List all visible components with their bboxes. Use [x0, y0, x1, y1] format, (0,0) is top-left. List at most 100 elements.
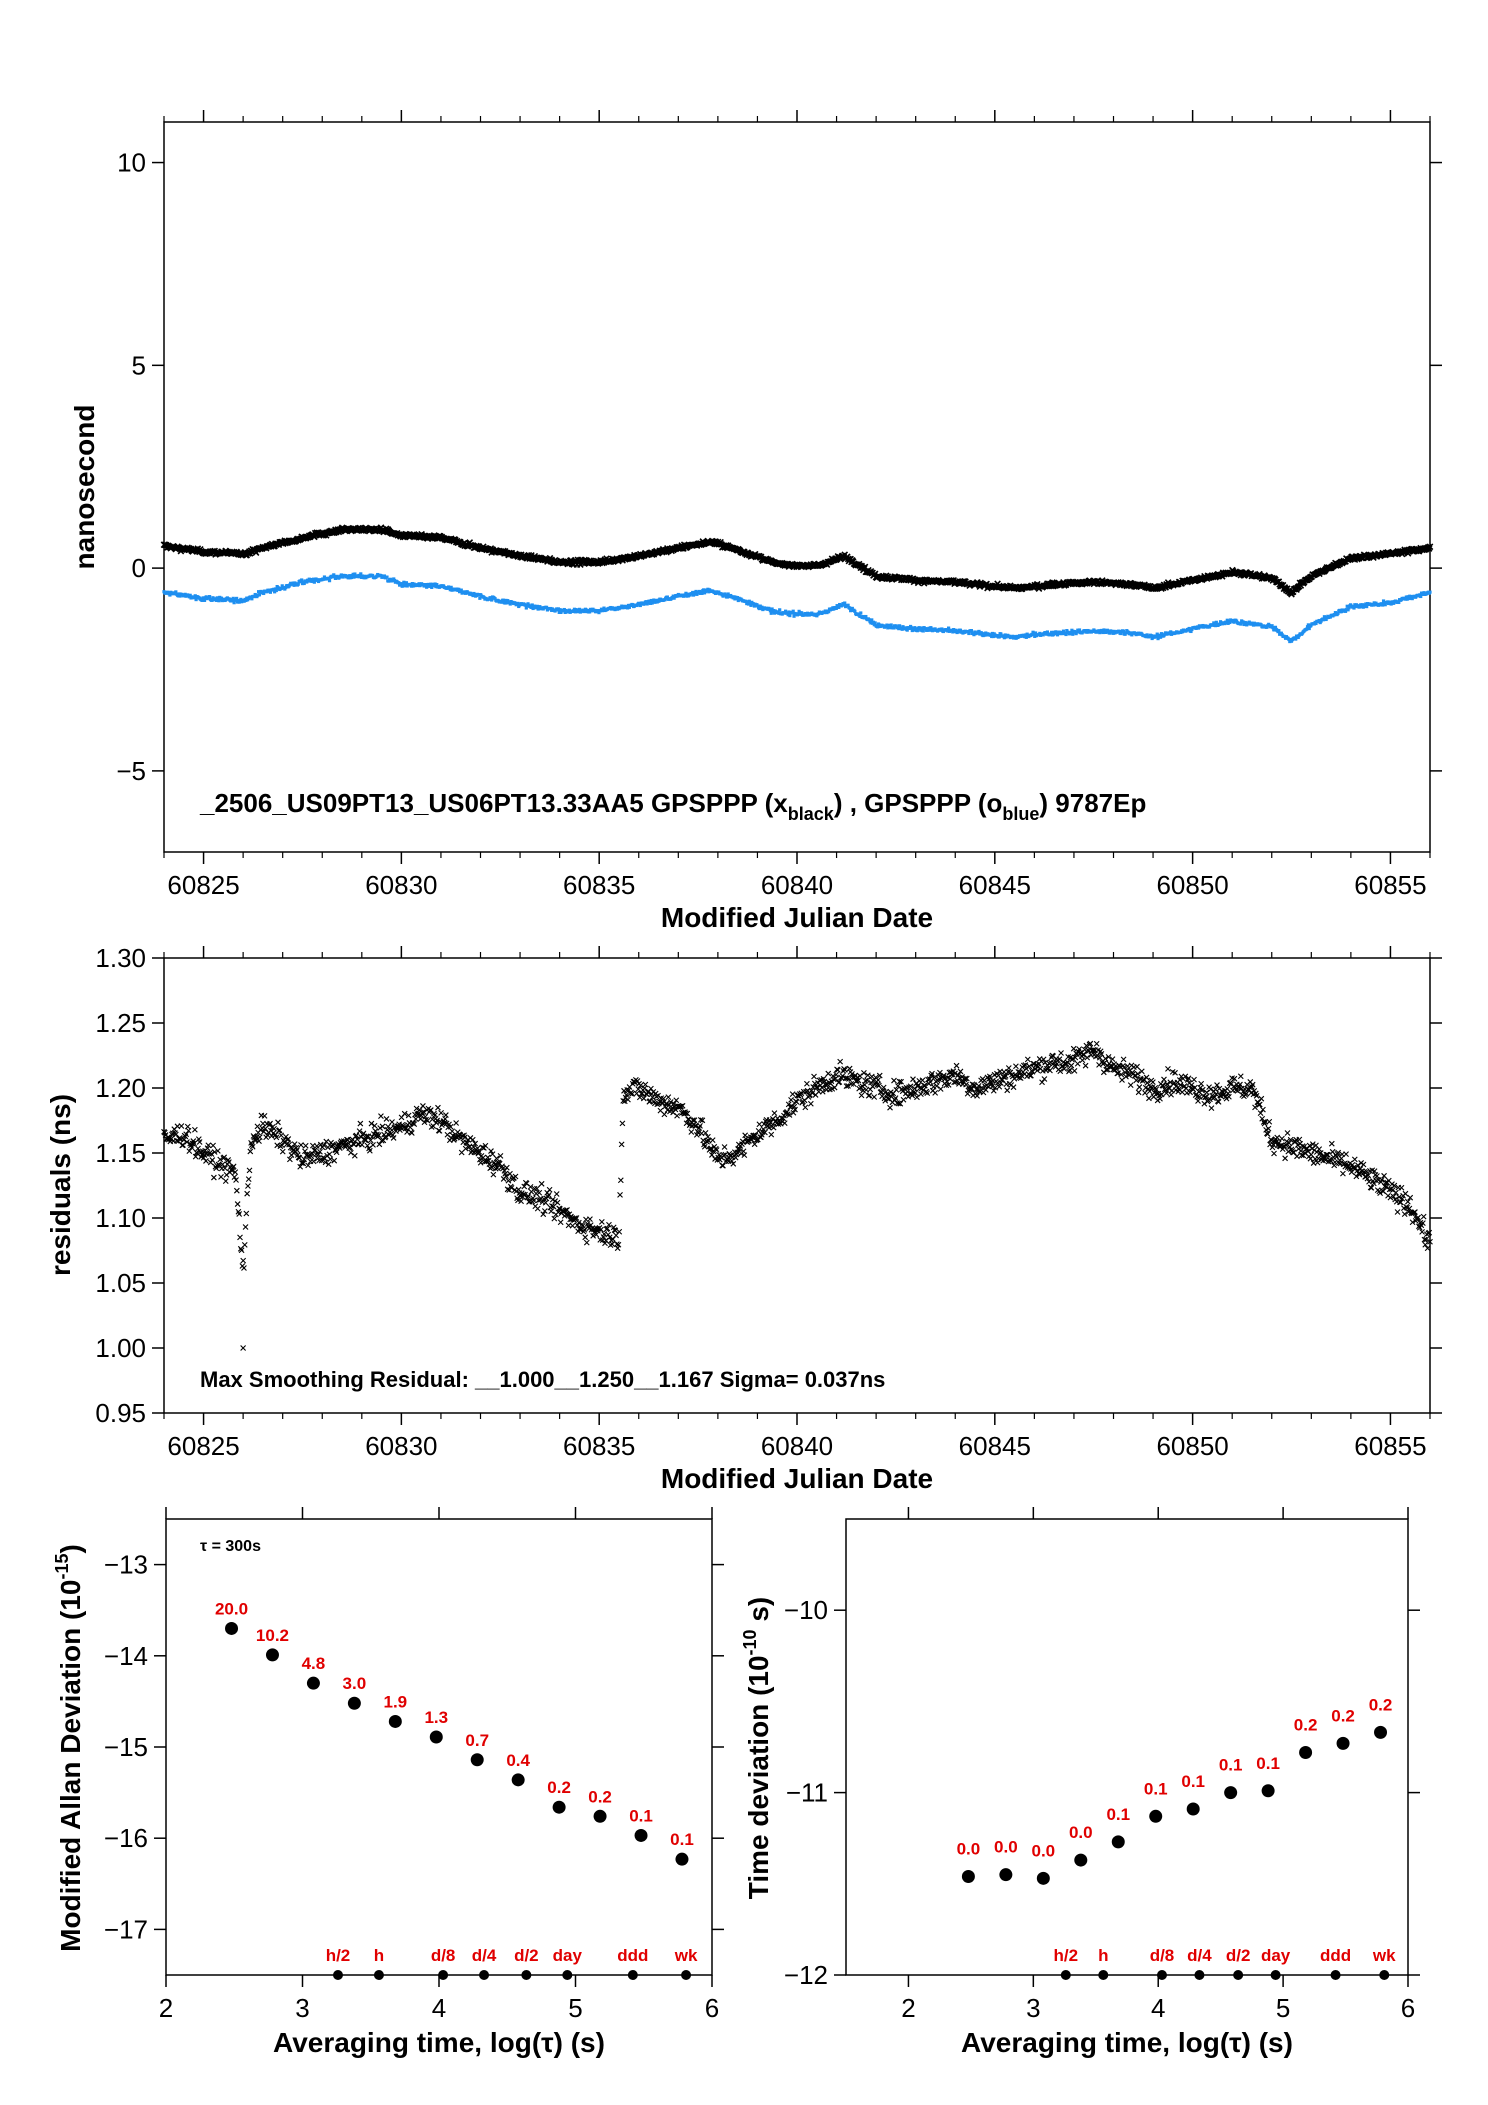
- residual-point: [1121, 1064, 1128, 1071]
- residual-point: [871, 1094, 878, 1100]
- residual-point: [366, 1147, 373, 1154]
- residual-point: [1023, 1065, 1030, 1072]
- residual-point: [864, 1072, 871, 1079]
- x-tick-label: 60835: [563, 870, 635, 900]
- residual-point: [900, 1096, 907, 1103]
- blue-point: [979, 631, 984, 635]
- ylabel-end: ): [55, 1544, 86, 1553]
- residual-point: [505, 1177, 512, 1184]
- data-point: [552, 1800, 566, 1814]
- residual-point: [1226, 1093, 1232, 1100]
- x-tick-label: 6: [1401, 1993, 1415, 2023]
- blue-point: [1054, 630, 1058, 634]
- residual-point: [325, 1144, 331, 1151]
- residual-point: [857, 1072, 863, 1079]
- annotation-end: ) 9787Ep: [1039, 788, 1146, 818]
- residual-point: [1208, 1105, 1215, 1111]
- residual-point: [919, 1077, 926, 1084]
- marker-label: h/2: [1054, 1946, 1079, 1965]
- residual-point: [619, 1120, 626, 1127]
- blue-point: [508, 602, 512, 606]
- blue-point: [1321, 618, 1326, 622]
- blue-point: [725, 595, 729, 599]
- blue-point: [1365, 604, 1369, 609]
- plot-frame: [163, 121, 1431, 853]
- residual-point: [1274, 1134, 1281, 1141]
- axes: 60825 60830 60835 60840 60845 60850 608550.951…: [95, 943, 1442, 1461]
- residual-point: [792, 1106, 798, 1113]
- blue-point: [1360, 603, 1365, 607]
- x-tick-label: 6: [705, 1993, 719, 2023]
- residual-point: [442, 1112, 449, 1118]
- blue-point: [1397, 600, 1401, 605]
- blue-point: [747, 599, 751, 603]
- residual-point: [1215, 1098, 1222, 1105]
- blue-point: [256, 593, 260, 597]
- blue-point: [1358, 605, 1362, 609]
- blue-point: [1111, 631, 1115, 635]
- residual-point: [564, 1211, 571, 1218]
- residual-point: [408, 1130, 415, 1136]
- blue-point: [1418, 593, 1422, 597]
- residual-point: [234, 1201, 241, 1207]
- residual-point: [351, 1152, 358, 1159]
- blue-point: [505, 601, 509, 605]
- residual-point: [862, 1077, 869, 1084]
- residual-point: [541, 1208, 548, 1214]
- blue-point: [896, 625, 900, 629]
- residual-point: [1084, 1054, 1091, 1061]
- residual-point: [302, 1148, 308, 1155]
- point-label: 0.0: [1069, 1823, 1093, 1842]
- x-tick-label: 60855: [1354, 870, 1426, 900]
- residual-point: [618, 1141, 625, 1148]
- residual-point: [1061, 1065, 1068, 1072]
- blue-point: [648, 601, 653, 605]
- residual-point: [1068, 1062, 1075, 1069]
- blue-point: [1288, 639, 1292, 644]
- residual-point: [244, 1190, 251, 1197]
- residual-point: [520, 1191, 527, 1198]
- residual-point: [512, 1173, 519, 1180]
- residual-point: [752, 1132, 759, 1139]
- blue-point: [783, 609, 788, 613]
- blue-point: [626, 606, 630, 610]
- residual-point: [1260, 1119, 1267, 1125]
- blue-point: [333, 574, 337, 579]
- residual-point: [679, 1102, 686, 1109]
- blue-point: [778, 608, 782, 612]
- residual-point: [369, 1133, 376, 1140]
- residual-point: [508, 1184, 515, 1191]
- residual-point: [1296, 1136, 1303, 1143]
- residual-point: [672, 1106, 679, 1113]
- blue-point: [194, 597, 198, 602]
- residual-point: [217, 1156, 224, 1163]
- data-point: [1111, 1835, 1125, 1849]
- blue-point: [1053, 632, 1057, 636]
- residual-point: [697, 1116, 704, 1123]
- residual-point: [845, 1082, 851, 1089]
- residual-point: [1380, 1188, 1387, 1195]
- residual-point: [1157, 1095, 1163, 1102]
- residual-point: [642, 1081, 649, 1088]
- residual-point: [1396, 1194, 1403, 1200]
- marker-label: d/4: [472, 1946, 497, 1965]
- residual-point: [653, 1093, 660, 1100]
- blue-point: [1283, 635, 1287, 639]
- blue-point: [1273, 625, 1278, 629]
- data-point: [388, 1714, 402, 1728]
- residual-point: [1066, 1067, 1073, 1073]
- residual-point: [1258, 1095, 1265, 1102]
- blue-point: [869, 621, 873, 625]
- axes: 2 3 4 5 6−10−11−12: [784, 1507, 1420, 2023]
- blue-point: [1077, 628, 1082, 632]
- blue-point: [341, 575, 345, 579]
- blue-point: [1102, 628, 1106, 632]
- blue-point: [769, 611, 773, 615]
- residual-point: [196, 1139, 203, 1145]
- blue-point: [1157, 635, 1161, 639]
- residual-point: [1026, 1063, 1033, 1070]
- blue-point: [1104, 630, 1108, 635]
- blue-point: [946, 626, 951, 630]
- marker-label: ddd: [1320, 1946, 1351, 1965]
- residual-point: [1368, 1184, 1375, 1191]
